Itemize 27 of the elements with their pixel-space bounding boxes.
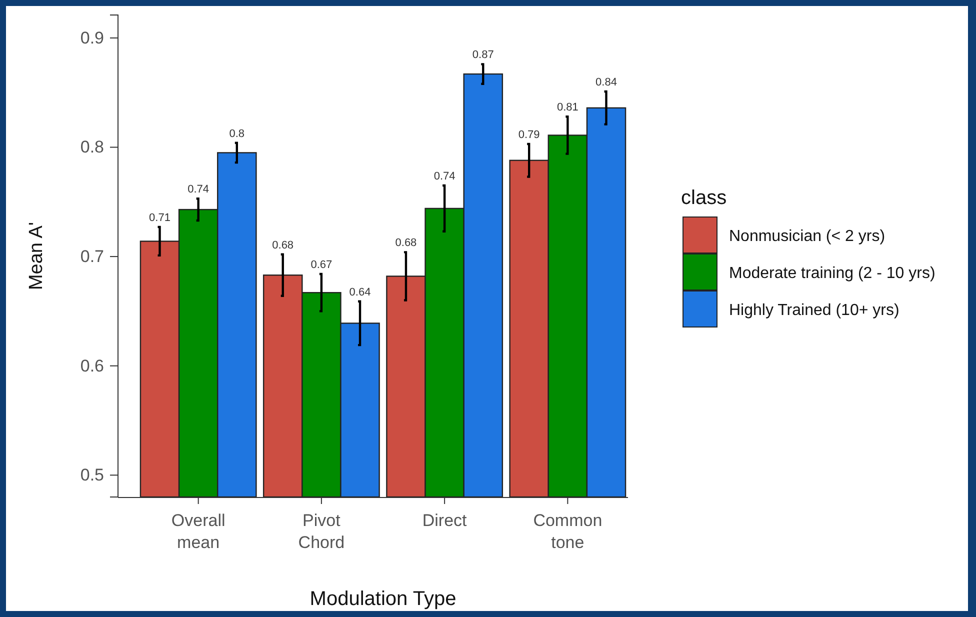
y-tick-label: 0.9 [80, 28, 104, 48]
data-label: 0.74 [188, 184, 210, 196]
x-tick-label: Overall mean [171, 511, 226, 552]
legend-title: class [681, 187, 727, 209]
data-label: 0.84 [596, 76, 617, 89]
y-tick-label: 0.6 [80, 356, 104, 376]
x-tick-label: Pivot Chord [298, 511, 345, 552]
legend-label: Nonmusician (< 2 yrs) [729, 228, 886, 245]
y-tick-label: 0.7 [80, 246, 104, 266]
data-label: 0.71 [149, 212, 170, 224]
y-tick-label: 0.5 [80, 466, 104, 485]
data-label: 0.81 [556, 102, 578, 114]
y-axis-title: Mean A' [26, 222, 47, 290]
legend-label: Moderate training (2 - 10 yrs) [729, 265, 936, 282]
data-label: 0.64 [349, 286, 371, 298]
legend-label: Highly Trained (10+ yrs) [729, 302, 900, 319]
data-label: 0.68 [395, 237, 417, 250]
x-tick-label: Direct [422, 511, 468, 530]
y-tick-label: 0.8 [80, 138, 104, 157]
data-label: 0.87 [472, 49, 494, 62]
x-tick-label: Common tone [533, 511, 602, 552]
x-axis-title: Modulation Type [310, 588, 456, 610]
data-label: 0.8 [229, 128, 245, 140]
data-label: 0.67 [310, 259, 332, 272]
data-label: 0.79 [518, 128, 540, 141]
data-label: 0.68 [272, 239, 294, 252]
data-label: 0.74 [434, 170, 456, 183]
